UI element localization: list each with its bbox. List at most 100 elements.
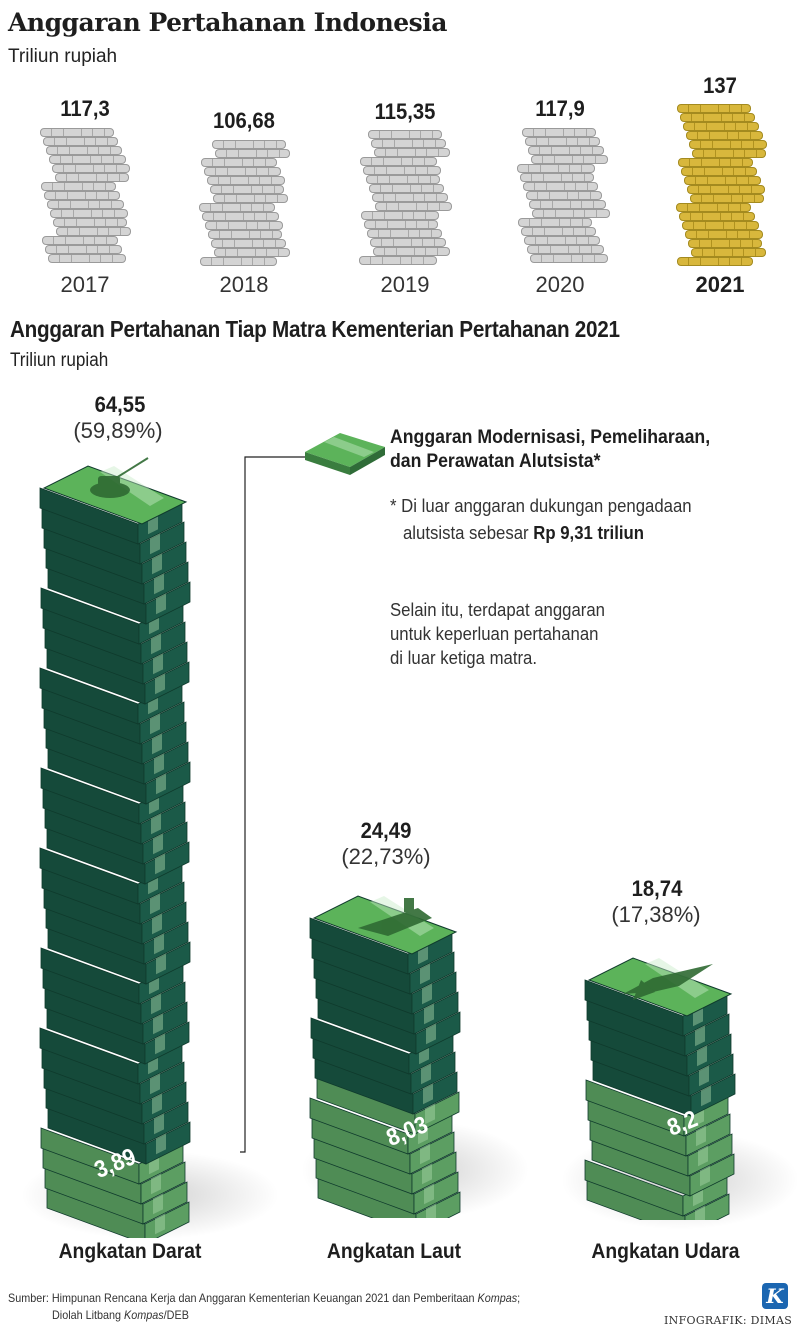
coin <box>531 155 608 164</box>
chart-title: Anggaran Pertahanan Indonesia <box>8 8 447 37</box>
alutsista-legend-icon <box>305 433 385 475</box>
coin <box>367 229 442 238</box>
source-text: Sumber: Himpunan Rencana Kerja dan Angga… <box>8 1291 478 1305</box>
source-processed: Diolah Litbang <box>52 1308 125 1322</box>
coin <box>52 164 130 173</box>
darat-pct: (59,89%) <box>73 418 163 443</box>
coin <box>692 149 766 158</box>
coin <box>205 221 283 230</box>
coin <box>375 202 452 211</box>
coin <box>683 122 759 131</box>
coin <box>204 167 281 176</box>
coin <box>56 227 131 236</box>
year-2021: 2021 <box>695 272 745 297</box>
coin <box>202 212 279 221</box>
udara-value: 18,74 <box>631 876 683 901</box>
udara-label: Angkatan Udara <box>591 1240 740 1263</box>
coin <box>688 239 762 248</box>
coin <box>43 137 118 146</box>
coin <box>527 245 604 254</box>
source-deb: /DEB <box>163 1308 189 1322</box>
coin <box>686 131 763 140</box>
coin <box>371 139 446 148</box>
footnote-amount: Rp 9,31 triliun <box>533 523 644 543</box>
udara-money-stack <box>584 957 736 1220</box>
coin-stack-2020 <box>517 128 610 268</box>
coin <box>42 236 118 245</box>
coin <box>212 140 286 149</box>
coin <box>689 140 767 149</box>
year-2020: 2020 <box>535 272 585 297</box>
coin <box>524 236 600 245</box>
coin <box>373 247 450 256</box>
coin <box>40 128 114 137</box>
laut-label: Angkatan Laut <box>326 1240 462 1263</box>
connector-line <box>240 456 305 1153</box>
source-kompas: Kompas <box>477 1291 518 1305</box>
coin <box>682 221 759 230</box>
coin <box>364 220 438 229</box>
value-2018: 106,68 <box>213 108 275 133</box>
coin <box>678 158 753 167</box>
coin-stack-2017 <box>40 128 131 268</box>
year-2017: 2017 <box>60 272 110 297</box>
coin <box>518 218 592 227</box>
coin <box>360 157 437 166</box>
value-2019: 115,35 <box>374 99 436 124</box>
darat-label: Angkatan Darat <box>58 1240 202 1263</box>
laut-pct: (22,73%) <box>341 844 431 869</box>
coin <box>532 209 610 218</box>
source-kompas-2: Kompas <box>124 1308 164 1322</box>
year-2018: 2018 <box>219 272 269 297</box>
coin <box>210 185 284 194</box>
coin <box>677 257 753 266</box>
coin <box>47 200 124 209</box>
coin <box>49 155 126 164</box>
laut-money-stack <box>309 895 461 1218</box>
source-line1: Sumber: Himpunan Rencana Kerja dan Angga… <box>8 1290 520 1307</box>
footnote-prefix: alutsista sebesar <box>403 523 534 543</box>
coin <box>50 209 128 218</box>
coin <box>199 203 275 212</box>
coin <box>528 146 604 155</box>
value-2017: 117,3 <box>60 96 110 121</box>
coin <box>523 182 598 191</box>
coin-stack-2018 <box>199 140 290 268</box>
coin <box>363 166 441 175</box>
coin <box>215 149 290 158</box>
darat-value: 64,55 <box>94 392 146 417</box>
coin <box>211 239 286 248</box>
coin <box>201 158 277 167</box>
legend-title-line1: Anggaran Modernisasi, Pemeliharaan, <box>390 427 711 448</box>
coin <box>691 248 766 257</box>
coin <box>45 245 122 254</box>
coin <box>214 248 290 257</box>
coin <box>679 212 755 221</box>
legend-footnote-line1: * Di luar anggaran dukungan pengadaan <box>390 496 692 516</box>
coin <box>361 211 439 220</box>
coin <box>44 191 120 200</box>
source-line2: Diolah Litbang Kompas/DEB <box>52 1307 189 1324</box>
coin <box>680 113 755 122</box>
year-2019: 2019 <box>380 272 430 297</box>
udara-pct: (17,38%) <box>611 902 701 927</box>
coin <box>208 230 282 239</box>
coin <box>41 182 116 191</box>
note-line1: Selain itu, terdapat anggaran <box>390 600 605 620</box>
coin <box>53 218 127 227</box>
coin <box>368 130 442 139</box>
source-semicolon: ; <box>517 1291 521 1305</box>
section-title: Anggaran Pertahanan Tiap Matra Kementeri… <box>10 316 620 342</box>
coin <box>690 194 764 203</box>
infographic-credit: INFOGRAFIK: DIMAS <box>664 1314 793 1327</box>
legend-title-line2: dan Perawatan Alutsista* <box>390 451 601 472</box>
coin <box>530 254 608 263</box>
coin <box>200 257 277 266</box>
coin <box>372 193 448 202</box>
darat-money-stack <box>39 457 191 1238</box>
coin <box>685 230 763 239</box>
coin <box>676 203 751 212</box>
note-line3: di luar ketiga matra. <box>390 648 538 668</box>
coin-stack-2019 <box>359 130 452 268</box>
coin <box>46 146 122 155</box>
